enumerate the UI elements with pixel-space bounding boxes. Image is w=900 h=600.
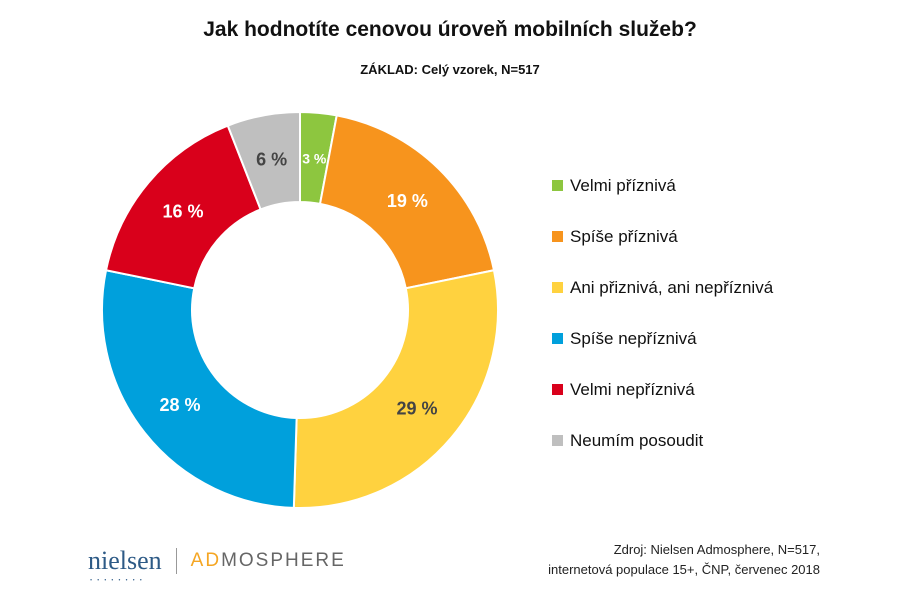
donut-slice <box>292 269 499 509</box>
source-line: Zdroj: Nielsen Admosphere, N=517, <box>613 542 820 557</box>
legend-label: Velmi nepříznivá <box>570 379 695 399</box>
data-label: 29 % <box>397 399 438 419</box>
legend-swatch <box>552 435 563 446</box>
data-label: 16 % <box>162 201 203 221</box>
data-label: 3 % <box>302 151 327 167</box>
source-note: Zdroj: Nielsen Admosphere, N=517, intern… <box>548 540 820 580</box>
admosphere-logo: ADMOSPHERE <box>190 550 346 571</box>
logo: nielsen •••••••• ADMOSPHERE <box>88 546 346 584</box>
legend-label: Spíše nepříznivá <box>570 328 697 348</box>
legend-label: Neumím posoudit <box>570 430 704 450</box>
legend: Velmi příznivá Spíše příznivá Ani přiznivá… <box>552 160 773 466</box>
donut-slice <box>101 269 298 509</box>
donut-slice <box>318 114 496 290</box>
legend-item: Ani přiznivá, ani nepříznivá <box>552 262 773 313</box>
legend-swatch <box>552 333 563 344</box>
legend-swatch <box>552 180 563 191</box>
legend-item: Velmi příznivá <box>552 160 773 211</box>
nielsen-logo: nielsen •••••••• <box>88 546 162 584</box>
legend-label: Spíše příznivá <box>570 226 678 246</box>
data-label: 6 % <box>256 150 287 170</box>
legend-item: Neumím posoudit <box>552 415 773 466</box>
legend-item: Spíše příznivá <box>552 211 773 262</box>
legend-item: Spíše nepříznivá <box>552 313 773 364</box>
source-line: internetová populace 15+, ČNP, červenec … <box>548 562 820 577</box>
legend-label: Ani přiznivá, ani nepříznivá <box>570 277 774 297</box>
data-label: 28 % <box>159 395 200 415</box>
donut-slice <box>226 110 301 211</box>
legend-swatch <box>552 384 563 395</box>
legend-swatch <box>552 231 563 242</box>
data-label: 19 % <box>387 191 428 211</box>
legend-label: Velmi příznivá <box>570 175 676 195</box>
chart-subtitle: ZÁKLAD: Celý vzorek, N=517 <box>360 62 540 77</box>
legend-item: Velmi nepříznivá <box>552 364 773 415</box>
legend-swatch <box>552 282 563 293</box>
chart-title: Jak hodnotíte cenovou úroveň mobilních s… <box>203 18 697 41</box>
logo-divider <box>175 548 177 574</box>
